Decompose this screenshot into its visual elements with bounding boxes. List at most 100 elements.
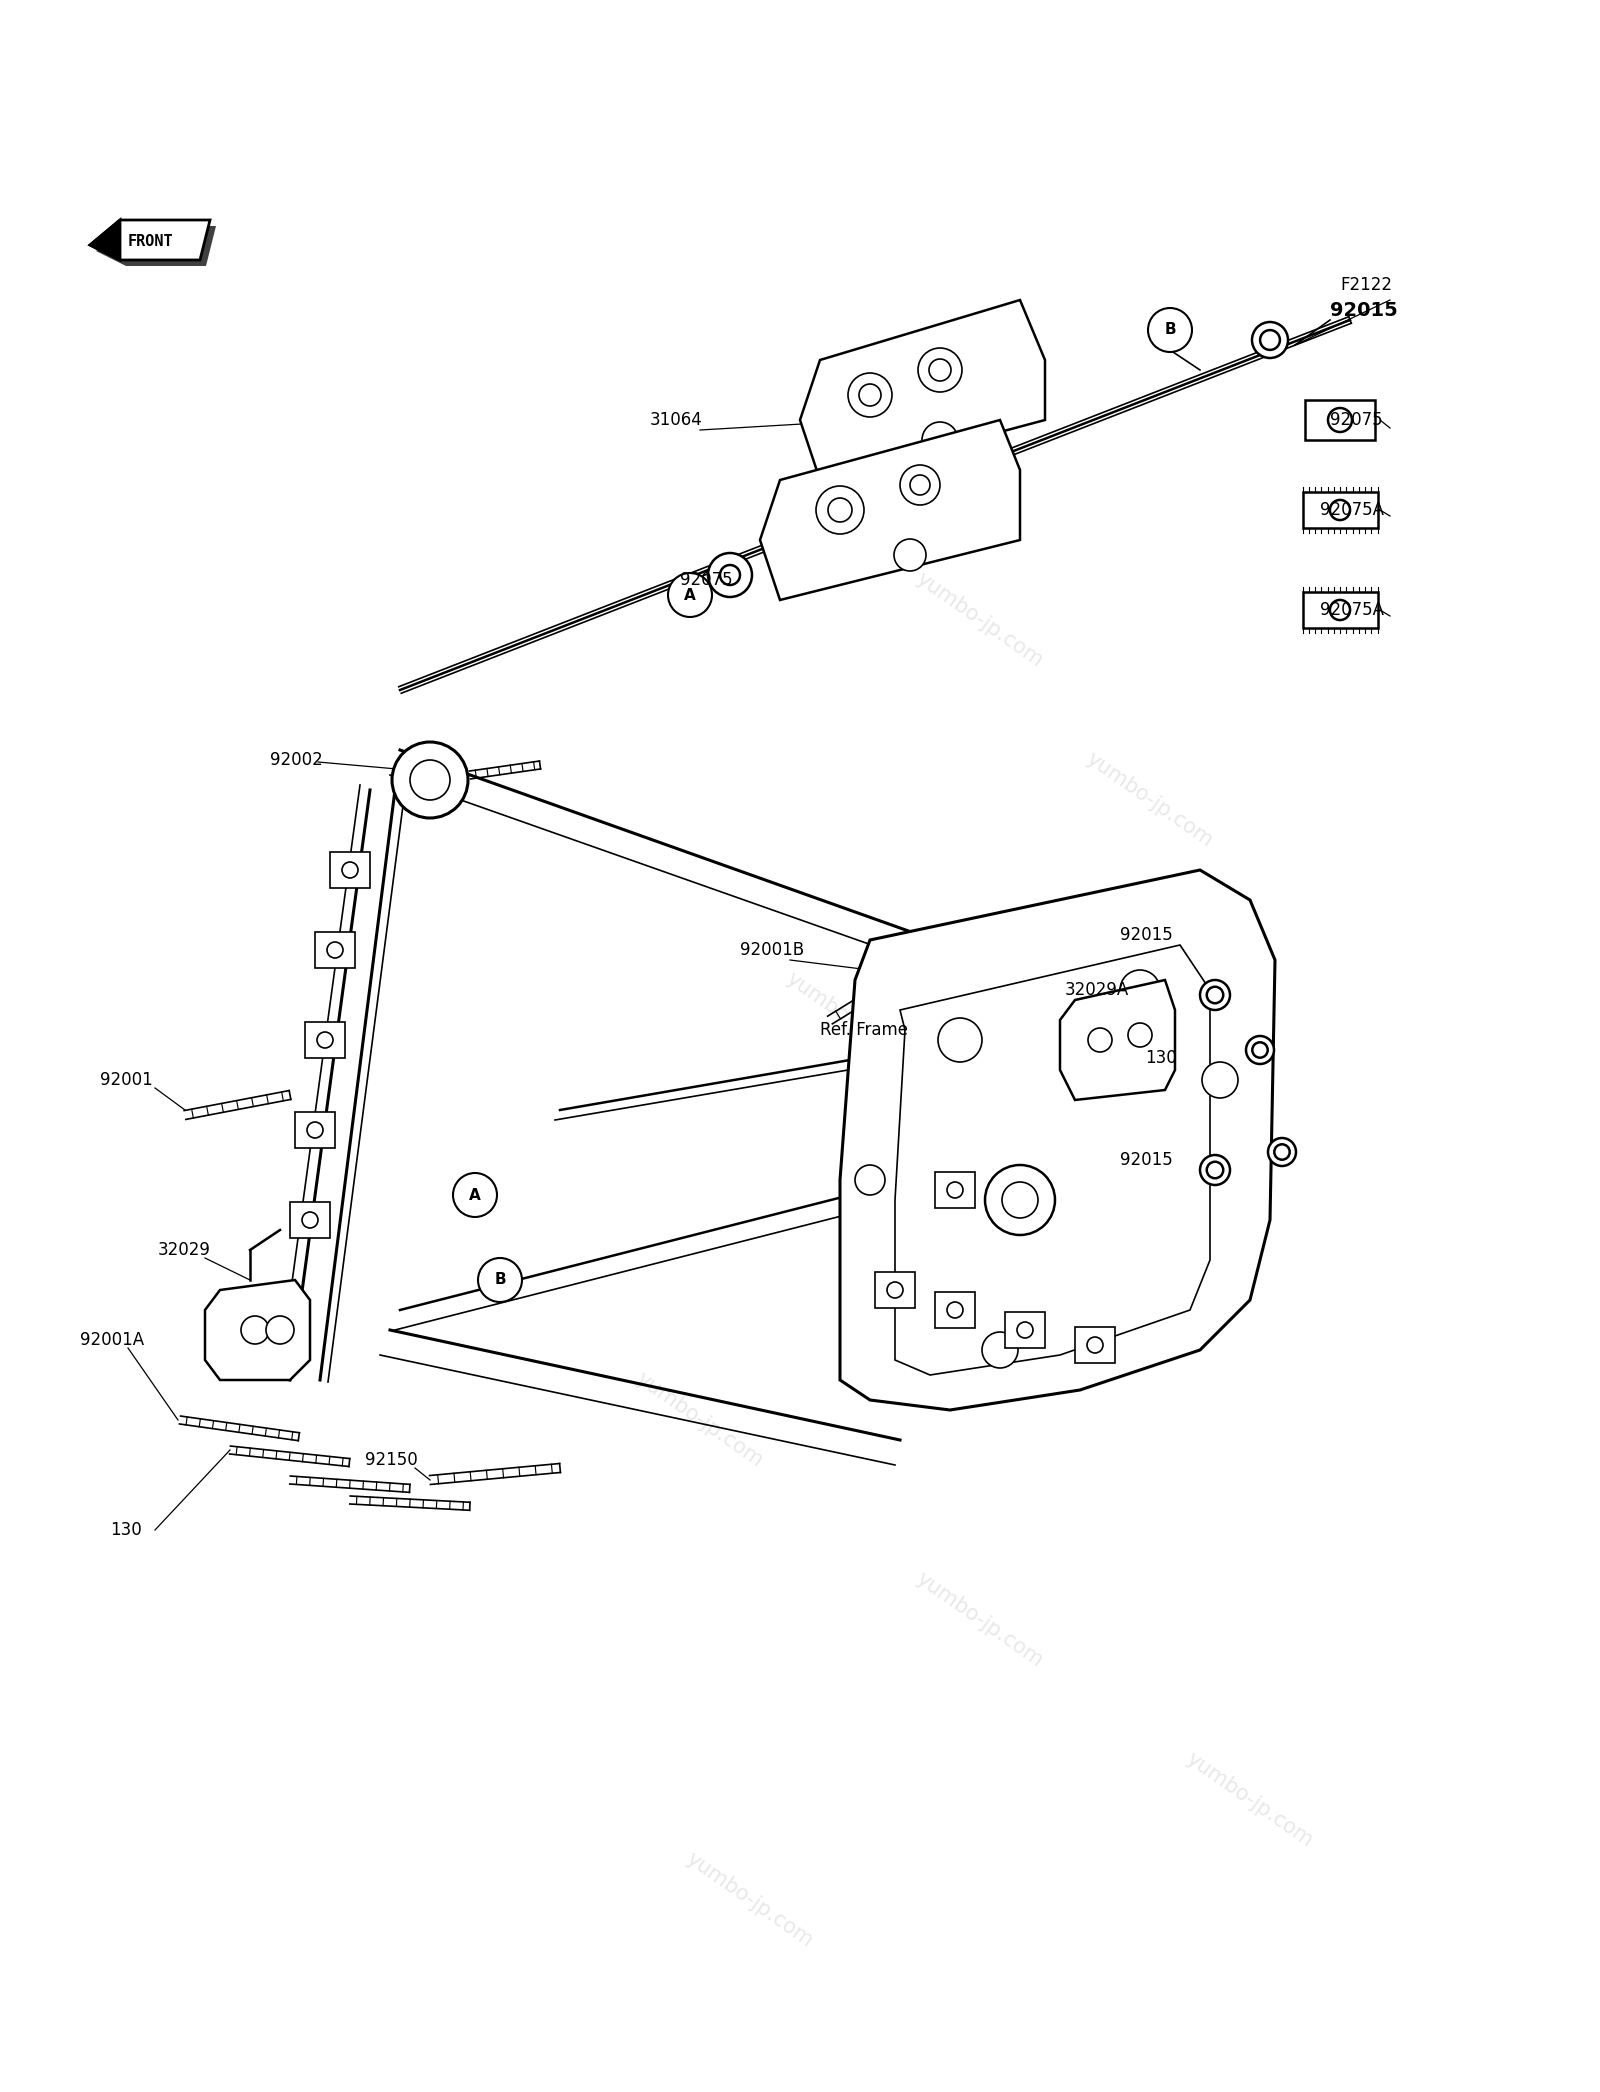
Text: yumbo-jp.com: yumbo-jp.com: [914, 569, 1046, 672]
Circle shape: [707, 552, 752, 596]
Circle shape: [816, 485, 864, 533]
Circle shape: [453, 1174, 498, 1218]
Text: A: A: [685, 588, 696, 602]
Polygon shape: [306, 1023, 346, 1059]
Circle shape: [848, 372, 893, 416]
Circle shape: [1206, 1161, 1224, 1178]
Circle shape: [1251, 322, 1288, 358]
Circle shape: [886, 1282, 902, 1297]
Circle shape: [410, 759, 450, 799]
Circle shape: [1330, 600, 1350, 619]
Polygon shape: [96, 226, 216, 266]
Text: 92002: 92002: [270, 751, 323, 770]
Text: 92001B: 92001B: [739, 941, 805, 958]
Circle shape: [1274, 1144, 1290, 1159]
Polygon shape: [315, 933, 355, 969]
Circle shape: [392, 743, 467, 818]
Circle shape: [1330, 500, 1350, 521]
Circle shape: [829, 498, 851, 523]
Circle shape: [894, 540, 926, 571]
Circle shape: [1253, 1042, 1267, 1059]
Polygon shape: [875, 1272, 915, 1308]
Text: yumbo-jp.com: yumbo-jp.com: [1034, 1149, 1166, 1251]
Circle shape: [918, 347, 962, 391]
Text: 130: 130: [1146, 1048, 1176, 1067]
Circle shape: [342, 862, 358, 879]
Text: 31064: 31064: [650, 410, 702, 429]
Polygon shape: [90, 220, 120, 259]
Text: 92075: 92075: [1330, 410, 1382, 429]
Text: 32029A: 32029A: [1066, 981, 1130, 1000]
Circle shape: [899, 464, 941, 504]
Circle shape: [1202, 1063, 1238, 1098]
Text: yumbo-jp.com: yumbo-jp.com: [914, 1569, 1046, 1672]
Polygon shape: [290, 1203, 330, 1238]
Text: 92015: 92015: [1120, 1151, 1173, 1169]
Polygon shape: [800, 299, 1045, 479]
Polygon shape: [205, 1280, 310, 1381]
Polygon shape: [934, 1172, 974, 1207]
Text: 92015: 92015: [1120, 927, 1173, 943]
Text: yumbo-jp.com: yumbo-jp.com: [634, 1368, 766, 1471]
Polygon shape: [1302, 492, 1378, 527]
Circle shape: [1002, 1182, 1038, 1218]
Polygon shape: [1302, 592, 1378, 628]
Circle shape: [1267, 1138, 1296, 1165]
Text: 92075: 92075: [680, 571, 733, 590]
Text: 130: 130: [110, 1521, 142, 1540]
Polygon shape: [1306, 400, 1374, 439]
Circle shape: [982, 1333, 1018, 1368]
Circle shape: [307, 1121, 323, 1138]
Circle shape: [1086, 1337, 1102, 1354]
Circle shape: [854, 1165, 885, 1195]
Polygon shape: [1075, 1326, 1115, 1364]
Text: yumbo-jp.com: yumbo-jp.com: [1083, 749, 1218, 851]
Polygon shape: [934, 1293, 974, 1328]
Circle shape: [1261, 331, 1280, 349]
Circle shape: [930, 360, 950, 381]
Circle shape: [1200, 1155, 1230, 1184]
Circle shape: [326, 941, 342, 958]
Circle shape: [1328, 408, 1352, 433]
Polygon shape: [1005, 1312, 1045, 1347]
Circle shape: [1149, 308, 1192, 351]
Circle shape: [922, 423, 958, 458]
Text: B: B: [1165, 322, 1176, 337]
Circle shape: [1200, 979, 1230, 1010]
Text: yumbo-jp.com: yumbo-jp.com: [1182, 1749, 1317, 1851]
Circle shape: [1120, 971, 1160, 1010]
Text: B: B: [494, 1272, 506, 1287]
Text: 92001: 92001: [99, 1071, 152, 1090]
Circle shape: [478, 1257, 522, 1301]
Text: 92075A: 92075A: [1320, 600, 1384, 619]
Circle shape: [1018, 1322, 1034, 1339]
Text: 92150: 92150: [365, 1452, 418, 1469]
Polygon shape: [294, 1113, 334, 1149]
Circle shape: [910, 475, 930, 496]
Text: FRONT: FRONT: [126, 234, 173, 249]
Circle shape: [242, 1316, 269, 1343]
Polygon shape: [330, 851, 370, 887]
Circle shape: [317, 1031, 333, 1048]
Text: yumbo-jp.com: yumbo-jp.com: [782, 969, 917, 1071]
Circle shape: [947, 1301, 963, 1318]
Polygon shape: [760, 420, 1021, 600]
Text: A: A: [469, 1188, 482, 1203]
Circle shape: [669, 573, 712, 617]
Text: Ref. Frame: Ref. Frame: [819, 1021, 909, 1040]
Polygon shape: [1059, 979, 1174, 1100]
Text: yumbo-jp.com: yumbo-jp.com: [683, 1849, 818, 1952]
Circle shape: [1246, 1036, 1274, 1065]
Text: F2122: F2122: [1341, 276, 1392, 295]
Text: 92001A: 92001A: [80, 1331, 144, 1349]
Circle shape: [859, 385, 882, 406]
Circle shape: [1088, 1027, 1112, 1052]
Circle shape: [1128, 1023, 1152, 1046]
Circle shape: [947, 1182, 963, 1199]
Circle shape: [938, 1019, 982, 1063]
Polygon shape: [840, 870, 1275, 1410]
Text: 92015: 92015: [1330, 301, 1398, 320]
Polygon shape: [894, 946, 1210, 1374]
Circle shape: [1206, 987, 1224, 1004]
Circle shape: [266, 1316, 294, 1343]
